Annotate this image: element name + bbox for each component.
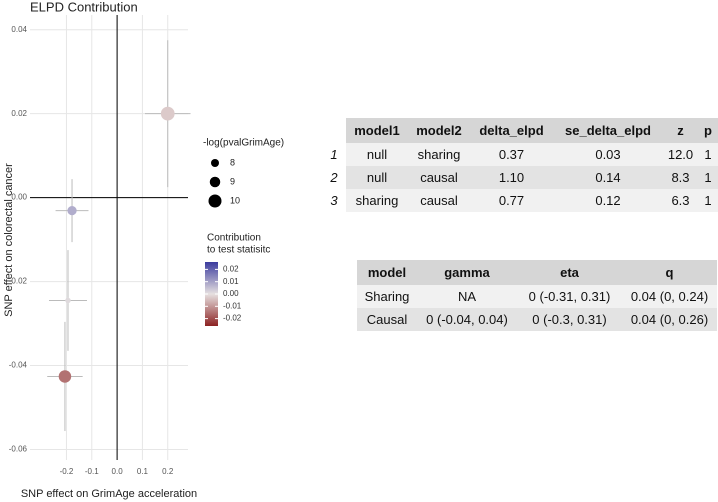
point <box>65 297 71 304</box>
y-tick-label: 0.04 <box>11 25 27 34</box>
point <box>58 370 72 383</box>
x-tick-label: -0.1 <box>85 467 99 476</box>
table-cell: 0 (-0.04, 0.04) <box>417 308 517 331</box>
colorbar-label: -0.01 <box>223 301 242 310</box>
table-cell: 0.03 <box>553 143 663 166</box>
table-cell: null <box>346 143 408 166</box>
table-cell: 0.12 <box>553 189 663 212</box>
table-cell: 0 (-0.3, 0.31) <box>517 308 622 331</box>
table-cell: causal <box>408 166 470 189</box>
y-tick-label: 0.02 <box>11 109 27 118</box>
table-cell: 0 (-0.31, 0.31) <box>517 285 622 308</box>
table-row: 2 null causal 1.10 0.14 8.3 1 <box>322 166 718 189</box>
colorbar <box>205 262 218 326</box>
colorbar-label: 0.01 <box>223 277 239 286</box>
header-cell: se_delta_elpd <box>553 118 663 143</box>
table-cell: 1 <box>698 143 718 166</box>
header-cell: model1 <box>346 118 408 143</box>
table-cell: Sharing <box>357 285 417 308</box>
header-cell: p <box>698 118 718 143</box>
y-tick-label: 0.00 <box>11 193 27 202</box>
x-tick-label: 0.1 <box>137 467 149 476</box>
header-cell <box>322 118 346 143</box>
table-cell: sharing <box>408 143 470 166</box>
point <box>67 206 77 216</box>
header-row: model gamma eta q <box>357 260 717 285</box>
table-cell: 1 <box>698 189 718 212</box>
table-cell: 1 <box>698 166 718 189</box>
header-cell: delta_elpd <box>470 118 553 143</box>
table-cell: causal <box>408 189 470 212</box>
y-tick-label: -0.04 <box>9 361 28 370</box>
table-cell: NA <box>417 285 517 308</box>
table-cell: 0.37 <box>470 143 553 166</box>
row-label: 3 <box>322 189 346 212</box>
header-cell: model2 <box>408 118 470 143</box>
table-cell: 6.3 <box>663 189 698 212</box>
x-tick-label: -0.2 <box>60 467 74 476</box>
chart-title: ELPD Contribution <box>30 0 138 14</box>
header-cell: eta <box>517 260 622 285</box>
table-cell: 0.04 (0, 0.26) <box>622 308 717 331</box>
table-cell: 1.10 <box>470 166 553 189</box>
colorbar-label: 0.00 <box>223 289 239 298</box>
size-legend-label: 9 <box>230 176 235 186</box>
table-cell: 0.04 (0, 0.24) <box>622 285 717 308</box>
header-cell: q <box>622 260 717 285</box>
table-cell: 12.0 <box>663 143 698 166</box>
x-tick-label: 0.0 <box>112 467 124 476</box>
header-cell: model <box>357 260 417 285</box>
table-cell: sharing <box>346 189 408 212</box>
size-legend-label: 8 <box>230 157 235 167</box>
header-cell: gamma <box>417 260 517 285</box>
y-tick-label: -0.06 <box>9 445 28 454</box>
plot-panel <box>30 15 188 460</box>
colorbar-label: 0.02 <box>223 264 239 273</box>
header-cell: z <box>663 118 698 143</box>
table-cell: 0.14 <box>553 166 663 189</box>
parameter-table: model gamma eta q Sharing NA 0 (-0.31, 0.31) 0.… <box>357 260 717 331</box>
row-label: 1 <box>322 143 346 166</box>
table-cell: 8.3 <box>663 166 698 189</box>
table-cell: null <box>346 166 408 189</box>
y-tick-label: -0.02 <box>9 277 28 286</box>
size-legend-key <box>208 194 222 208</box>
comparison-table: model1 model2 delta_elpd se_delta_elpd z p 1 nu… <box>322 118 718 212</box>
table-cell: 0.77 <box>470 189 553 212</box>
table-row: Sharing NA 0 (-0.31, 0.31) 0.04 (0, 0.24) <box>357 285 717 308</box>
point <box>160 106 175 121</box>
size-legend-key <box>211 159 219 167</box>
colorbar-title: to test statisitc <box>207 245 270 256</box>
header-row: model1 model2 delta_elpd se_delta_elpd z p <box>322 118 718 143</box>
size-legend-key <box>209 176 221 188</box>
table-cell: Causal <box>357 308 417 331</box>
x-axis-label: SNP effect on GrimAge acceleration <box>21 488 197 500</box>
y-axis-label: SNP effect on colorectal cancer <box>3 163 15 317</box>
table-row: 3 sharing causal 0.77 0.12 6.3 1 <box>322 189 718 212</box>
colorbar-title: Contribution <box>207 233 261 244</box>
size-legend-title: -log(pvalGrimAge) <box>203 138 284 149</box>
size-legend-label: 10 <box>230 195 240 205</box>
table-row: 1 null sharing 0.37 0.03 12.0 1 <box>322 143 718 166</box>
row-label: 2 <box>322 166 346 189</box>
x-tick-label: 0.2 <box>162 467 174 476</box>
table-row: Causal 0 (-0.04, 0.04) 0 (-0.3, 0.31) 0.04 … <box>357 308 717 331</box>
colorbar-label: -0.02 <box>223 314 242 323</box>
